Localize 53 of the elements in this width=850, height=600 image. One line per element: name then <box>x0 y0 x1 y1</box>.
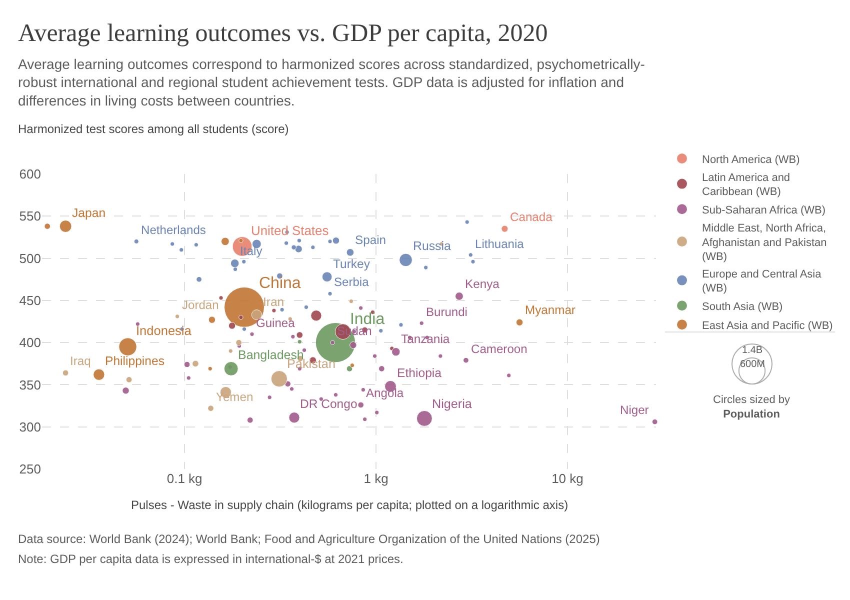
annotation: Philippines <box>105 354 164 368</box>
annotation: Guinea <box>256 316 296 330</box>
legend-label: North America (WB) <box>702 154 800 166</box>
text: Note: GDP per capita data is expressed in international-$ at 2021 prices. <box>18 552 404 566</box>
y-tick-label: 500 <box>19 250 41 266</box>
annotation: Cameroon <box>471 342 528 356</box>
annotation: Kenya <box>465 277 500 291</box>
legend-label: South Asia (WB) <box>702 300 783 313</box>
annotation: China <box>259 275 301 292</box>
annotation: DR Congo <box>300 397 358 411</box>
x-tick-label: 0.1 kg <box>166 471 202 486</box>
legend-label: 600M <box>740 359 766 370</box>
annotation: Jordan <box>182 298 219 312</box>
legend-label: Europe and Central Asia (WB) <box>702 268 822 295</box>
annotation: Canada <box>510 210 553 224</box>
annotation: Nigeria <box>432 397 472 411</box>
source-note: Data source: World Bank (2024); World Bank; Food and Agriculture Organization of the United Nations (2025) <box>18 532 600 546</box>
text: Circles sized by Population <box>713 394 791 420</box>
legend-label: Middle East, North Africa, Afghanistan and Pakistan (WB) <box>702 222 827 264</box>
legend-label: Sub-Saharan Africa (WB) <box>702 204 826 216</box>
annotation: Burundi <box>426 305 468 319</box>
annotation: Tanzania <box>401 332 450 346</box>
annotation: Serbia <box>334 275 370 289</box>
annotation: Lithuania <box>475 237 524 251</box>
y-tick-label: 250 <box>19 462 41 477</box>
y-tick-label: 350 <box>19 377 41 392</box>
chart-subtitle: Average learning outcomes correspond to harmonized scores across standardized, psychometrically-robust international and regional student achievement tests. GDP data is adjusted for inflation and differences in living costs between countries. <box>18 56 646 108</box>
annotation: Myanmar <box>525 303 576 317</box>
annotation: Spain <box>355 233 386 247</box>
annotation: Niger <box>620 403 649 417</box>
annotation: Ethiopia <box>397 366 442 380</box>
annotation: Netherlands <box>141 223 206 237</box>
annotation: United States <box>251 223 329 238</box>
x-tick-label: 1 kg <box>364 471 388 486</box>
y-tick-label: 550 <box>19 208 41 224</box>
legend-label: 1.4B <box>742 345 763 356</box>
annotation: Russia <box>413 239 452 253</box>
annotation: Indonesia <box>136 323 192 338</box>
annotation: Turkey <box>333 257 371 271</box>
annotation: Iran <box>263 295 284 309</box>
annotation: Japan <box>72 206 106 220</box>
annotation: Iraq <box>70 354 91 368</box>
y-axis-title: Harmonized test scores among all students (score) <box>18 122 289 136</box>
y-tick-label: 600 <box>19 166 41 182</box>
y-tick-label: 450 <box>19 292 41 308</box>
y-tick-label: 400 <box>19 335 41 350</box>
x-tick-label: 10 kg <box>552 471 584 486</box>
annotation: Angola <box>366 386 404 400</box>
legend-label: Latin America and Caribbean (WB) <box>702 172 790 198</box>
chart-title: Average learning outcomes vs. GDP per capita, 2020 <box>18 20 548 47</box>
x-axis-title: Pulses - Waste in supply chain (kilograms per capita; plotted on a logarithmic axis) <box>131 498 568 512</box>
legend-label: East Asia and Pacific (WB) <box>702 320 833 332</box>
y-tick-label: 300 <box>19 419 41 434</box>
